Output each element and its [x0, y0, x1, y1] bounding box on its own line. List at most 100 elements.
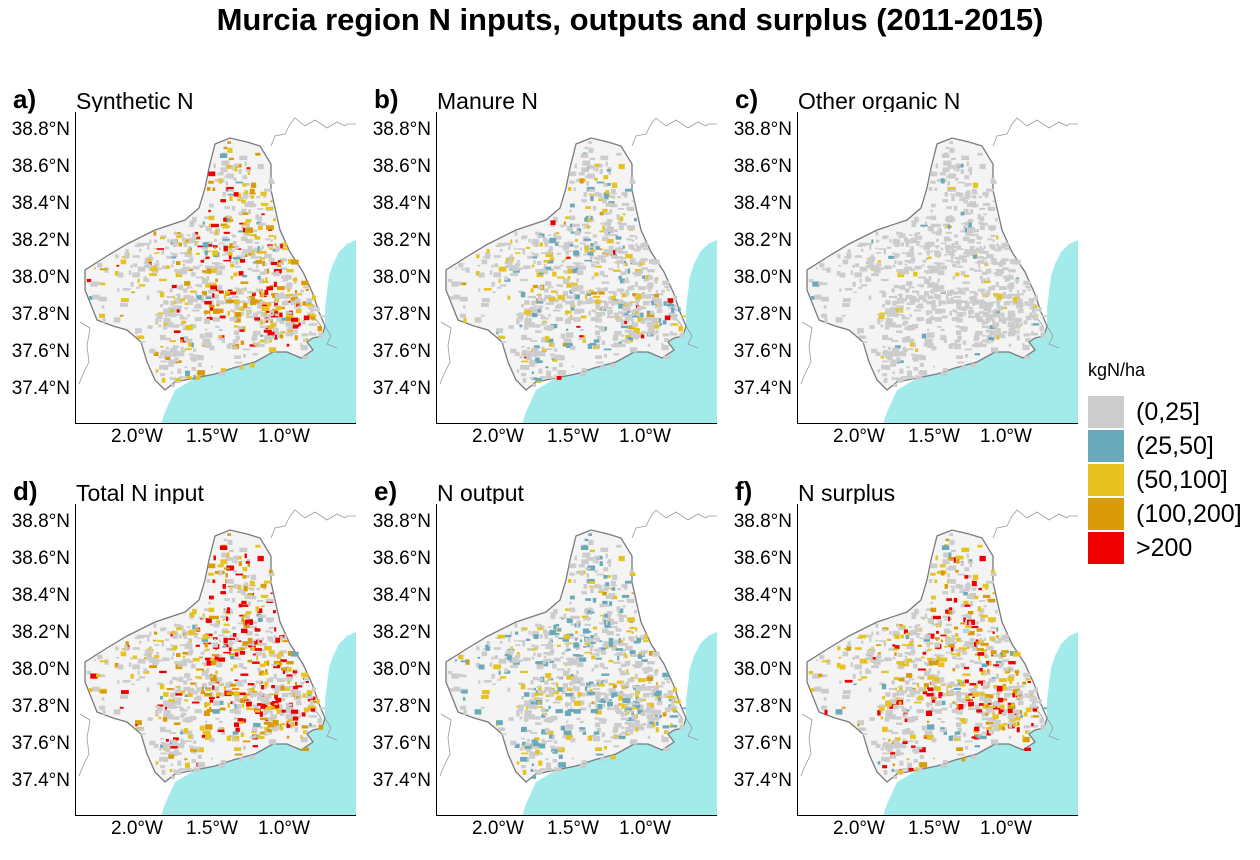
cropland-patch: [597, 312, 603, 318]
cropland-patch: [552, 759, 557, 763]
cropland-patch: [970, 252, 975, 255]
cropland-patch: [504, 265, 508, 268]
cropland-patch: [581, 167, 588, 173]
cropland-patch: [176, 297, 181, 301]
cropland-patch: [886, 638, 892, 641]
cropland-patch: [174, 624, 181, 626]
cropland-patch: [130, 264, 133, 268]
cropland-patch: [945, 294, 949, 299]
cropland-patch: [949, 310, 952, 316]
cropland-patch: [222, 619, 225, 621]
cropland-patch: [954, 309, 958, 313]
cropland-patch: [536, 294, 542, 296]
cropland-patch: [232, 339, 239, 343]
cropland-patch: [541, 339, 544, 343]
cropland-patch: [922, 259, 927, 263]
cropland-patch: [945, 217, 950, 222]
cropland-patch: [204, 720, 208, 723]
cropland-patch: [531, 644, 535, 647]
cropland-patch: [223, 686, 227, 691]
cropland-patch: [270, 313, 279, 318]
cropland-patch: [1023, 725, 1031, 729]
cropland-patch: [238, 211, 243, 216]
cropland-patch: [608, 307, 612, 310]
cropland-patch: [300, 736, 308, 743]
cropland-patch: [1027, 681, 1031, 683]
cropland-patch: [1039, 326, 1044, 332]
cropland-patch: [137, 670, 140, 675]
cropland-patch: [537, 677, 544, 682]
cropland-patch: [179, 768, 187, 771]
cropland-patch: [655, 712, 658, 718]
cropland-patch: [604, 193, 609, 200]
cropland-patch: [950, 255, 954, 260]
cropland-patch: [545, 694, 551, 697]
cropland-patch: [234, 330, 240, 335]
cropland-patch: [959, 326, 966, 330]
cropland-patch: [987, 719, 992, 722]
cropland-patch: [926, 301, 934, 305]
cropland-patch: [558, 355, 565, 361]
cropland-patch: [153, 231, 157, 236]
y-tick-label: 37.4°N: [733, 378, 792, 399]
cropland-patch: [133, 655, 138, 660]
cropland-patch: [498, 658, 507, 664]
cropland-patch: [521, 352, 525, 356]
cropland-patch: [1023, 320, 1028, 325]
cropland-patch: [604, 303, 609, 308]
cropland-patch: [908, 652, 915, 656]
cropland-patch: [294, 682, 298, 686]
cropland-patch: [535, 231, 538, 236]
cropland-patch: [517, 706, 524, 711]
cropland-patch: [535, 239, 539, 245]
cropland-patch: [175, 314, 182, 316]
cropland-patch: [913, 309, 922, 312]
cropland-patch: [217, 285, 223, 290]
cropland-patch: [595, 167, 599, 172]
cropland-patch: [594, 272, 599, 277]
cropland-patch: [146, 295, 150, 300]
cropland-patch: [547, 375, 553, 379]
cropland-patch: [960, 603, 965, 608]
cropland-patch: [608, 699, 612, 702]
cropland-patch: [819, 654, 825, 660]
cropland-patch: [607, 643, 615, 646]
cropland-patch: [623, 263, 626, 267]
neighbor-border-line: [650, 117, 717, 129]
cropland-patch: [940, 178, 945, 184]
cropland-patch: [993, 333, 997, 339]
cropland-patch: [905, 294, 913, 299]
cropland-patch: [100, 690, 107, 694]
cropland-patch: [462, 305, 466, 309]
cropland-patch: [595, 265, 602, 268]
cropland-patch: [294, 669, 297, 671]
cropland-patch: [148, 265, 154, 268]
cropland-patch: [243, 326, 246, 331]
cropland-patch: [916, 709, 924, 714]
cropland-patch: [628, 637, 635, 641]
cropland-patch: [550, 323, 558, 329]
cropland-patch: [294, 727, 298, 733]
cropland-patch: [240, 673, 249, 676]
cropland-patch: [876, 239, 880, 243]
cropland-patch: [968, 301, 975, 304]
cropland-patch: [600, 647, 606, 651]
cropland-patch: [989, 636, 995, 639]
cropland-patch: [531, 746, 539, 749]
cropland-patch: [653, 324, 660, 329]
cropland-patch: [296, 302, 302, 305]
cropland-patch: [952, 263, 957, 268]
cropland-patch: [478, 680, 481, 684]
cropland-patch: [162, 717, 168, 722]
cropland-patch: [205, 256, 210, 259]
cropland-patch: [616, 319, 623, 322]
cropland-patch: [609, 644, 614, 647]
cropland-patch: [545, 366, 549, 369]
cropland-patch: [539, 298, 547, 302]
cropland-patch: [587, 616, 590, 622]
cropland-patch: [205, 265, 213, 269]
cropland-patch: [621, 334, 625, 337]
cropland-patch: [275, 704, 281, 709]
cropland-patch: [578, 285, 584, 290]
cropland-patch: [917, 284, 924, 287]
